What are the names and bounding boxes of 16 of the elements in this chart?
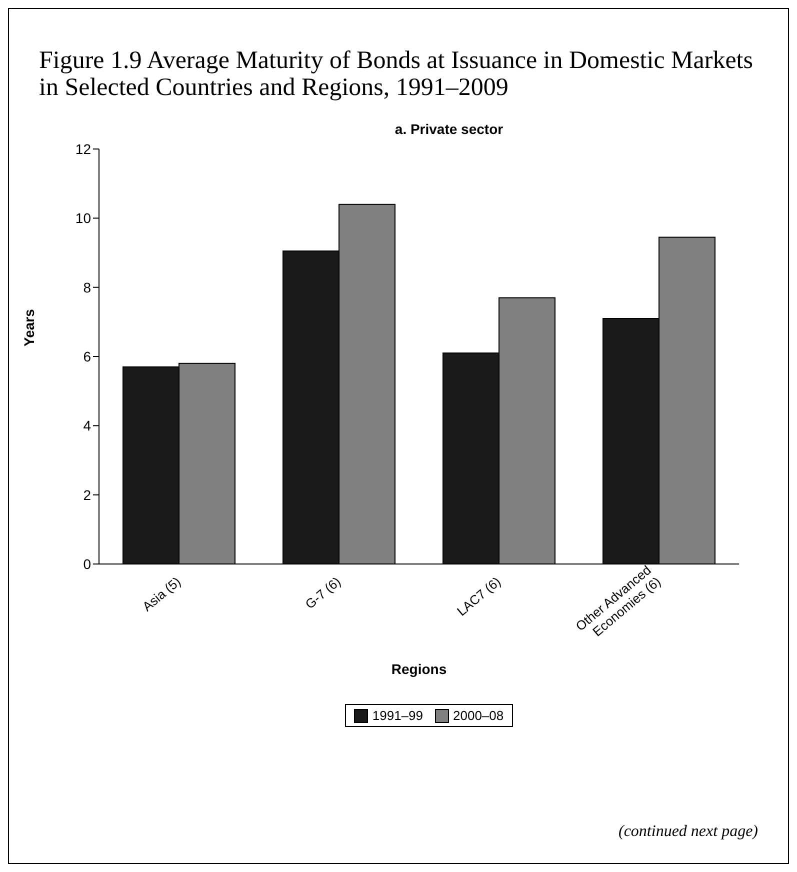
legend-label: 1991–99 xyxy=(372,708,423,723)
chart-subtitle: a. Private sector xyxy=(394,121,504,137)
x-tick-label: G-7 (6) xyxy=(302,574,344,612)
x-tick-label: Asia (5) xyxy=(140,574,184,614)
y-axis-title: Years xyxy=(20,308,37,346)
y-tick-label: 4 xyxy=(83,418,92,434)
chart-title: Figure 1.9 Average Maturity of Bonds at Issuance in Domestic Markets in Selected Countries and Regions, 1991–2009 xyxy=(39,47,754,101)
y-tick-label: 10 xyxy=(75,210,92,226)
text: (continued next page) xyxy=(618,823,758,841)
legend-label: 2000–08 xyxy=(453,708,504,723)
y-tick-label: 0 xyxy=(83,556,92,572)
y-tick-label: 2 xyxy=(83,486,92,503)
y-tick-label: 12 xyxy=(75,140,92,157)
y-tick-label: 6 xyxy=(83,348,92,364)
x-axis-title: Regions xyxy=(391,661,447,677)
y-tick-label: 8 xyxy=(83,279,92,296)
